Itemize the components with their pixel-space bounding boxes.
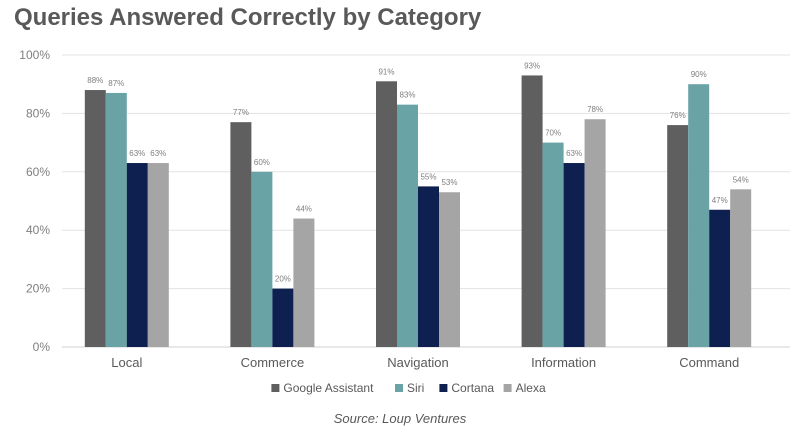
data-label: 54% [733,175,749,184]
data-label: 76% [670,111,686,120]
legend-label: Alexa [516,381,546,395]
data-label: 60% [254,158,270,167]
data-label: 63% [566,149,582,158]
data-label: 83% [399,91,415,100]
y-tick-label: 60% [26,165,50,179]
legend-swatch [271,384,280,392]
bar-alexa-information [584,119,606,348]
bar-cortana-navigation [418,186,439,347]
data-label: 88% [87,76,103,85]
data-label: 44% [296,205,312,214]
y-tick-label: 0% [33,340,51,354]
y-tick-label: 80% [26,106,50,120]
data-label: 78% [587,105,603,114]
category-label: Local [111,355,142,370]
legend-label: Google Assistant [283,381,374,395]
bar-alexa-command [730,189,752,347]
data-label: 91% [378,67,394,76]
data-label: 53% [441,178,457,187]
category-label: Navigation [387,355,448,370]
bar-siri-local [105,92,127,348]
legend-label: Cortana [451,381,494,395]
bar-siri-navigation [397,104,418,347]
data-label: 90% [691,70,707,79]
source-note: Source: Loup Ventures [333,411,467,426]
data-label: 63% [129,149,145,158]
legend-swatch [395,384,403,392]
y-tick-label: 100% [19,48,50,62]
bars [84,75,752,348]
x-axis-categories: Local Commerce Navigation Information Comman… [111,355,739,370]
data-label: 70% [545,129,561,138]
y-tick-label: 40% [26,223,50,237]
bar-google-assistant-commerce [230,122,252,347]
bar-cortana-commerce [272,288,294,347]
data-label: 63% [150,149,166,158]
legend-swatch [439,384,448,392]
bar-alexa-local [147,163,169,347]
bar-alexa-commerce [293,218,315,347]
category-label: Information [531,355,596,370]
bar-google-assistant-local [84,90,106,347]
category-label: Commerce [241,355,305,370]
data-label: 47% [712,196,728,205]
bar-siri-command [688,84,710,347]
bar-siri-information [542,142,564,347]
bar-alexa-navigation [439,192,460,347]
chart-title: Queries Answered Correctly by Category [14,4,482,31]
data-label: 20% [275,275,291,284]
data-labels: 88% 87% 63% 63% 77% 60% 20% 44% 91% 83% 55% 53% 93% 7… [87,61,748,283]
legend: Google Assistant Siri Cortana Alexa [271,381,546,395]
bar-google-assistant-command [667,125,689,347]
bar-cortana-local [126,163,148,347]
legend-swatch [503,384,512,392]
bar-cortana-information [563,163,585,347]
data-label: 55% [420,172,436,181]
bar-google-assistant-navigation [376,81,397,347]
category-label: Command [679,355,739,370]
bar-siri-commerce [251,171,273,347]
data-label: 87% [108,79,124,88]
data-label: 93% [524,61,540,70]
bar-cortana-command [709,209,731,347]
y-tick-label: 20% [26,282,50,296]
legend-label: Siri [407,381,424,395]
y-axis-ticks: 0% 20% 40% 60% 80% 100% [19,48,50,354]
bar-google-assistant-information [521,75,543,347]
data-label: 77% [233,108,249,117]
